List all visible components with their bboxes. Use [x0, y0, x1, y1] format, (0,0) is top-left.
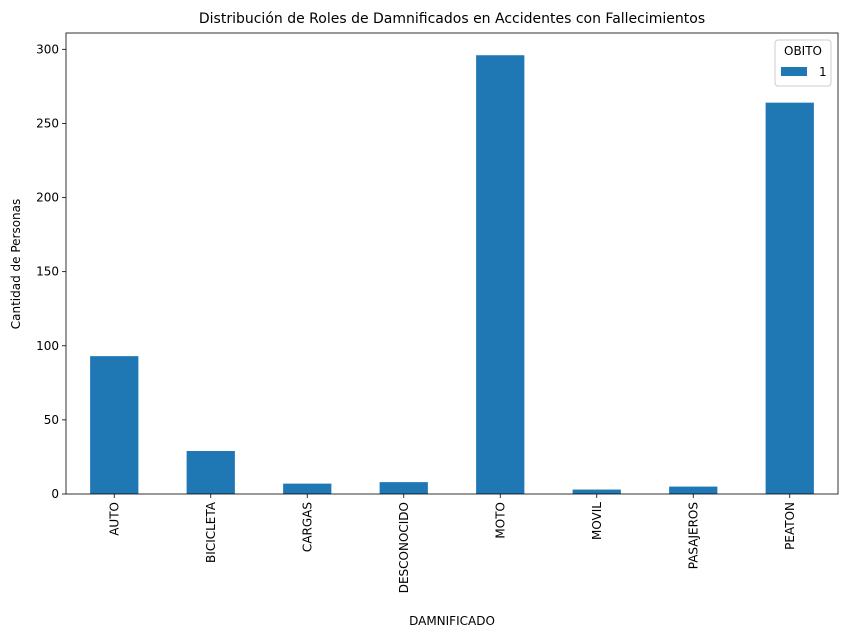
x-tick-label-bicicleta: BICICLETA: [204, 501, 218, 563]
bar-cargas: [283, 483, 332, 494]
bar-auto: [90, 356, 139, 494]
x-tick-label-moto: MOTO: [493, 502, 507, 539]
y-tick-label-250: 250: [36, 116, 59, 130]
bar-movil: [572, 489, 621, 494]
y-tick-label-150: 150: [36, 265, 59, 279]
axes-frame: [65, 32, 839, 495]
x-tick-label-auto: AUTO: [107, 502, 121, 536]
x-tick-label-desconocido: DESCONOCIDO: [397, 502, 411, 593]
bar-peaton: [765, 102, 814, 494]
x-tick-label-cargas: CARGAS: [300, 502, 314, 552]
y-tick-label-300: 300: [36, 42, 59, 56]
y-tick-label-200: 200: [36, 191, 59, 205]
legend-title: OBITO: [784, 44, 822, 58]
y-axis-title: Cantidad de Personas: [9, 199, 23, 330]
bar-moto: [476, 55, 525, 494]
bar-pasajeros: [669, 486, 718, 494]
x-tick-label-pasajeros: PASAJEROS: [686, 502, 700, 569]
y-tick-label-0: 0: [51, 487, 59, 501]
y-tick-label-100: 100: [36, 339, 59, 353]
legend-swatch: [781, 67, 807, 76]
x-tick-label-movil: MOVIL: [590, 502, 604, 540]
chart-title: Distribución de Roles de Damnificados en…: [199, 11, 705, 27]
bar-desconocido: [379, 482, 428, 494]
plot-area: 0 50 100 150 200 250 300 AUTO BICICLETA CARGAS DES…: [36, 32, 839, 593]
y-tick-label-50: 50: [44, 413, 59, 427]
legend-entry-label: 1: [819, 65, 827, 79]
x-tick-label-peaton: PEATON: [783, 502, 797, 550]
x-axis-title: DAMNIFICADO: [409, 614, 495, 628]
bar-bicicleta: [186, 451, 235, 494]
legend: OBITO 1: [774, 39, 832, 87]
